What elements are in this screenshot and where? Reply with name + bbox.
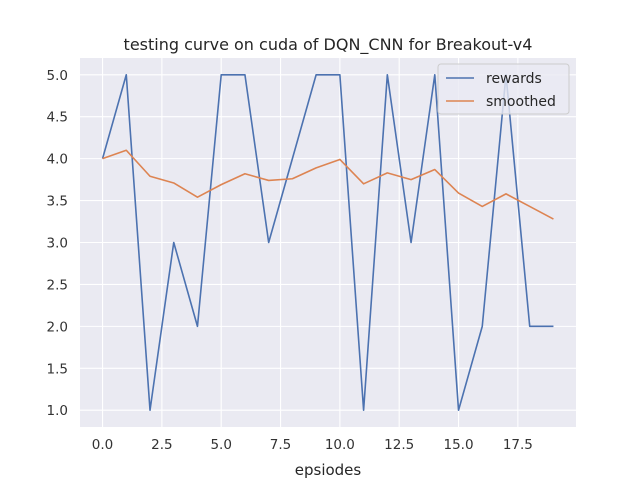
y-tick-label: 2.5 (47, 277, 68, 293)
legend: rewards smoothed (437, 63, 570, 115)
grid-lines (80, 58, 576, 427)
x-tick-label: 10.0 (325, 437, 355, 453)
x-tick-label: 12.5 (384, 437, 414, 453)
x-axis-title: epsiodes (295, 461, 362, 479)
x-tick-labels: 0.0 2.5 5.0 7.5 10.0 12.5 15.0 17.5 (92, 437, 533, 453)
y-tick-label: 4.0 (47, 152, 68, 168)
x-tick-label: 0.0 (92, 437, 113, 453)
x-tick-label: 7.5 (270, 437, 291, 453)
y-tick-label: 4.5 (47, 110, 68, 126)
legend-label-smoothed: smoothed (486, 94, 556, 110)
y-tick-label: 1.0 (47, 403, 68, 419)
series-line-smoothed (102, 149, 554, 220)
chart-title: testing curve on cuda of DQN_CNN for Bre… (124, 35, 533, 55)
series-line-rewards (101, 73, 554, 412)
y-tick-labels: 1.0 1.5 2.0 2.5 3.0 3.5 4.0 4.5 5.0 (47, 68, 68, 419)
series-layer (101, 73, 554, 412)
y-tick-label: 2.0 (47, 319, 68, 335)
x-tick-label: 2.5 (151, 437, 172, 453)
x-tick-label: 5.0 (210, 437, 231, 453)
legend-label-rewards: rewards (486, 71, 542, 87)
y-tick-label: 3.0 (47, 236, 68, 252)
y-tick-label: 5.0 (47, 68, 68, 84)
x-tick-label: 17.5 (503, 437, 533, 453)
x-tick-label: 15.0 (443, 437, 473, 453)
y-tick-label: 3.5 (47, 194, 68, 210)
y-tick-label: 1.5 (47, 361, 68, 377)
